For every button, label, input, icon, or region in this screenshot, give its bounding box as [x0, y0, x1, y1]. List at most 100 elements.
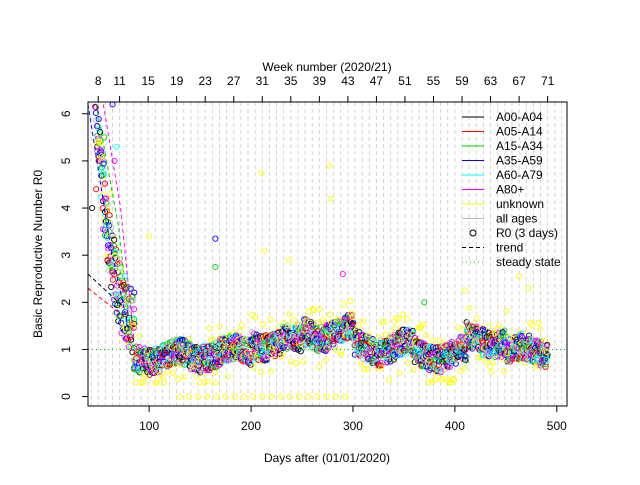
top-tick-label: 55 [427, 74, 441, 88]
data-point [100, 160, 107, 167]
data-point [231, 393, 238, 400]
data-point [261, 247, 268, 254]
data-point [326, 162, 333, 169]
data-point [211, 369, 218, 376]
data-point [249, 328, 256, 336]
data-point [131, 316, 138, 323]
top-axis: 8 11 15 19 23 27 31 35 39 43 47 51 55 59 63 67 71 [95, 74, 555, 103]
data-point [240, 393, 247, 400]
data-point [185, 393, 192, 400]
data-point [136, 344, 143, 351]
data-point [523, 330, 531, 337]
data-point [499, 329, 506, 336]
data-point [423, 331, 430, 339]
data-point [118, 265, 125, 272]
data-point [263, 354, 270, 361]
data-point [117, 264, 124, 271]
data-point [264, 352, 272, 359]
data-point [543, 356, 550, 363]
data-point [358, 360, 365, 368]
data-point [103, 253, 110, 260]
data-point [316, 306, 323, 313]
data-point [130, 297, 137, 304]
data-point [122, 329, 129, 336]
data-point [378, 364, 385, 371]
data-point [417, 323, 425, 330]
data-point [112, 246, 119, 253]
y-tick-label: 4 [59, 204, 73, 211]
data-point [466, 304, 473, 312]
data-point [462, 357, 470, 364]
data-point [213, 393, 220, 400]
data-point [114, 302, 121, 309]
data-point [117, 273, 124, 280]
legend-label: unknown [496, 197, 544, 211]
data-point [386, 357, 393, 364]
data-point [496, 322, 503, 329]
data-point [503, 307, 510, 315]
data-point [516, 273, 523, 280]
data-point [277, 333, 284, 340]
x-tick-label: 300 [343, 419, 363, 433]
data-point [396, 369, 403, 377]
data-point [326, 311, 333, 318]
data-point [489, 359, 496, 366]
data-point [488, 330, 496, 337]
data-point [502, 333, 510, 340]
data-point [400, 311, 407, 318]
data-point [327, 195, 334, 202]
top-tick-label: 39 [313, 74, 327, 88]
data-point [216, 323, 223, 330]
data-point [89, 204, 96, 212]
data-point [273, 350, 280, 357]
data-point [92, 103, 99, 110]
trend-line [87, 287, 125, 317]
top-tick-label: 59 [455, 74, 469, 88]
data-point [160, 379, 168, 386]
data-point [250, 339, 257, 346]
top-tick-label: 43 [341, 74, 355, 88]
top-tick-label: 71 [541, 74, 555, 88]
week-grid [90, 102, 563, 406]
data-point [197, 369, 204, 376]
data-point [457, 368, 464, 375]
data-point [120, 303, 127, 310]
data-point [155, 367, 162, 374]
y-axis-label: Basic Reproductive Number R0 [31, 170, 45, 338]
data-point [279, 351, 286, 358]
data-point [440, 342, 447, 349]
data-point [176, 393, 183, 400]
data-point [130, 324, 137, 331]
data-point [201, 379, 208, 386]
data-point [284, 321, 291, 328]
data-point [96, 139, 104, 146]
data-point [382, 344, 389, 351]
data-point [364, 366, 371, 373]
data-point [295, 393, 303, 400]
data-point [461, 347, 468, 354]
data-point [338, 351, 345, 358]
data-point [332, 393, 339, 400]
data-point [118, 319, 125, 326]
data-point [111, 157, 118, 164]
data-point [438, 376, 445, 383]
data-point [501, 368, 508, 375]
data-point [418, 357, 425, 364]
r0-points [89, 101, 551, 400]
data-point [322, 357, 329, 364]
data-point [380, 318, 387, 325]
data-point [462, 353, 469, 360]
data-point [525, 285, 532, 292]
data-point [229, 329, 236, 336]
data-point [95, 138, 102, 145]
data-point [116, 260, 123, 267]
data-point [196, 365, 203, 372]
data-point [544, 344, 551, 352]
data-point [291, 317, 298, 324]
data-point [229, 355, 236, 362]
data-point [113, 143, 120, 150]
data-point [488, 368, 495, 375]
data-point [406, 332, 413, 339]
data-point [101, 180, 109, 187]
data-point [139, 379, 147, 386]
